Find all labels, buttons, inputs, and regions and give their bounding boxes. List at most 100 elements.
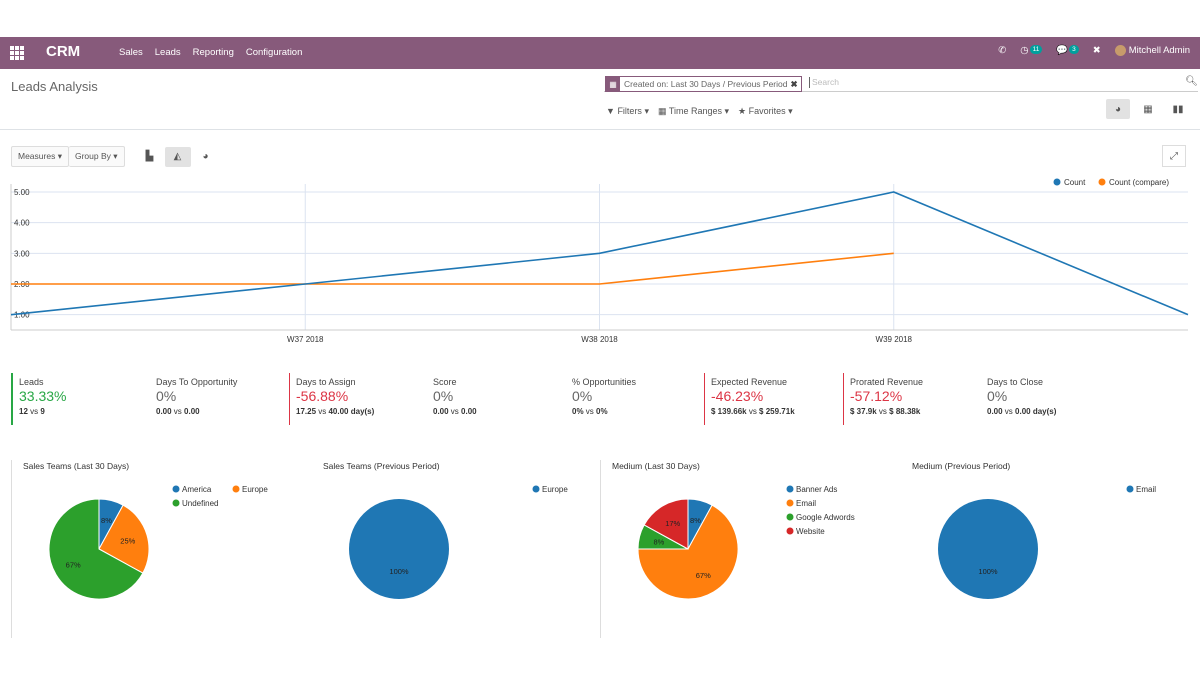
pie-value-label: 8% (654, 538, 665, 547)
kpi-card[interactable]: Days to Assign -56.88% 17.25 vs 40.00 day(… (289, 373, 426, 425)
kpi-label: Days to Close (987, 377, 1044, 387)
kpi-comparison: $ 139.66k vs $ 259.71k (711, 407, 841, 416)
kpi-current: 0.00 (156, 407, 172, 416)
chat-icon: 💬 (1056, 45, 1069, 56)
legend-marker (1053, 178, 1061, 186)
remove-facet-icon[interactable]: ✖ (790, 78, 798, 89)
search-options: ▼ Filters ▾ ▦ Time Ranges ▾ ★ Favorites … (606, 106, 793, 117)
pie-chart-icon[interactable]: ◕ (202, 151, 209, 162)
legend-marker (786, 513, 794, 521)
group-by-label: Group By (74, 151, 111, 161)
calendar-icon: ▦ (606, 77, 620, 91)
clock-icon: ◷ (1020, 45, 1029, 56)
kpi-current: 0% (572, 407, 584, 416)
pie-title: Sales Teams (Previous Period) (323, 461, 440, 471)
group-by-button[interactable]: Group By ▾ (68, 146, 125, 167)
series-line-1 (11, 252, 894, 285)
kpi-vs: vs (583, 407, 597, 416)
legend-label: Undefined (182, 499, 218, 508)
kpi-previous: 40.00 day(s) (328, 407, 375, 416)
pivot-view-icon[interactable]: ▦ (1143, 103, 1153, 115)
y-tick-label: 3.00 (14, 249, 30, 258)
time-ranges-label: Time Ranges (668, 106, 723, 116)
pie-slice (637, 504, 739, 600)
kpi-comparison: 0.00 vs 0.00 (433, 407, 563, 416)
view-switcher: ◕ ▦ ▮▮ (1106, 99, 1190, 119)
graph-view-icon[interactable]: ▮▮ (1172, 103, 1184, 115)
kpi-card[interactable]: Leads 33.33% 12 vs 9 (11, 373, 149, 425)
pie-value-label: 17% (665, 519, 680, 528)
legend-label: Banner Ads (796, 485, 837, 494)
measures-button[interactable]: Measures ▾ (11, 146, 69, 167)
filters-label: Filters (617, 106, 642, 116)
filters-dropdown[interactable]: ▼ Filters ▾ (606, 106, 649, 116)
activity-menu[interactable]: ◷ 11 (1020, 45, 1043, 56)
pie-value-label: 67% (696, 571, 711, 580)
star-icon: ★ (738, 106, 747, 116)
legend-marker (172, 499, 180, 507)
legend-label: America (182, 485, 212, 494)
legend-label: Email (796, 499, 816, 508)
pie-slice (938, 499, 1038, 599)
kpi-current: 17.25 (296, 407, 317, 416)
kpi-value: 0% (987, 388, 1008, 404)
app-brand[interactable]: CRM (46, 43, 81, 60)
kpi-card[interactable]: Expected Revenue -46.23% $ 139.66k vs $ 25… (704, 373, 841, 425)
y-tick-label: 4.00 (14, 219, 30, 228)
menu-configuration[interactable]: Configuration (245, 47, 303, 58)
kpi-label: % Opportunities (572, 377, 637, 387)
page-title: Leads Analysis (11, 79, 98, 94)
favorites-dropdown[interactable]: ★ Favorites ▾ (738, 106, 793, 116)
kpi-card[interactable]: Prorated Revenue -57.12% $ 37.9k vs $ 88.3… (843, 373, 980, 425)
activity-count-badge: 11 (1029, 45, 1043, 54)
search-facet[interactable]: ▦ Created on: Last 30 Days / Previous Pe… (605, 76, 802, 92)
search-icon[interactable]: 🔍︎ (1185, 76, 1198, 87)
kpi-card[interactable]: Days to Close 0% 0.00 vs 0.00 day(s) (981, 373, 1117, 425)
debug-tools-icon[interactable]: ✖ (1092, 45, 1101, 56)
y-tick-label: 5.00 (14, 188, 30, 197)
menu-leads[interactable]: Leads (154, 47, 181, 58)
dashboard-view-icon[interactable]: ◕ (1106, 99, 1130, 119)
kpi-current: 0.00 (433, 407, 449, 416)
legend-marker (1098, 178, 1106, 186)
bar-chart-icon[interactable]: ▙ (145, 151, 154, 162)
systray: ✆ ◷ 11 💬 3 ✖ Mitchell Admin (998, 45, 1190, 56)
expand-icon[interactable]: ⤢ (1162, 145, 1186, 167)
legend-label: Count (compare) (1109, 178, 1169, 187)
search-bar: ▦ Created on: Last 30 Days / Previous Pe… (604, 76, 1198, 92)
kpi-current: $ 139.66k (711, 407, 747, 416)
kpi-vs: vs (1002, 407, 1016, 416)
messaging-menu[interactable]: 💬 3 (1056, 45, 1079, 56)
pie-slice (349, 499, 449, 599)
legend-label: Europe (542, 485, 568, 494)
kpi-card[interactable]: Days To Opportunity 0% 0.00 vs 0.00 (150, 373, 286, 425)
line-chart-icon[interactable]: ◭ (164, 146, 191, 167)
menu-reporting[interactable]: Reporting (192, 47, 234, 58)
x-tick-label: W39 2018 (876, 335, 913, 344)
user-menu[interactable]: Mitchell Admin (1114, 45, 1190, 56)
kpi-current: $ 37.9k (850, 407, 877, 416)
time-ranges-dropdown[interactable]: ▦ Time Ranges ▾ (657, 106, 730, 116)
legend-marker (786, 527, 794, 535)
pie-title: Medium (Last 30 Days) (612, 461, 700, 471)
kpi-label: Score (433, 377, 457, 387)
pie-slice (48, 498, 144, 600)
legend-marker (786, 485, 794, 493)
kpi-value: -46.23% (711, 388, 764, 404)
legend-label: Website (796, 527, 825, 536)
legend-marker (1126, 485, 1134, 493)
kpi-card[interactable]: Score 0% 0.00 vs 0.00 (427, 373, 563, 425)
kpi-vs: vs (171, 407, 185, 416)
kpi-label: Days to Assign (296, 377, 356, 387)
kpi-comparison: 17.25 vs 40.00 day(s) (296, 407, 426, 416)
facet-label: Created on: Last 30 Days / Previous Peri… (624, 79, 788, 89)
kpi-label: Expected Revenue (711, 377, 788, 387)
phone-icon[interactable]: ✆ (998, 45, 1007, 56)
search-input[interactable]: Search (809, 77, 839, 88)
menu-sales[interactable]: Sales (119, 47, 143, 58)
kpi-label: Prorated Revenue (850, 377, 924, 387)
apps-grid-icon[interactable] (10, 46, 24, 60)
kpi-card[interactable]: % Opportunities 0% 0% vs 0% (566, 373, 702, 425)
kpi-previous: $ 259.71k (759, 407, 795, 416)
